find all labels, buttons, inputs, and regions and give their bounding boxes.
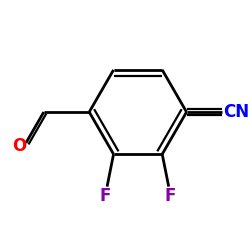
Text: F: F [100, 186, 111, 204]
Text: O: O [12, 137, 26, 155]
Text: F: F [165, 186, 176, 204]
Text: CN: CN [223, 103, 249, 121]
